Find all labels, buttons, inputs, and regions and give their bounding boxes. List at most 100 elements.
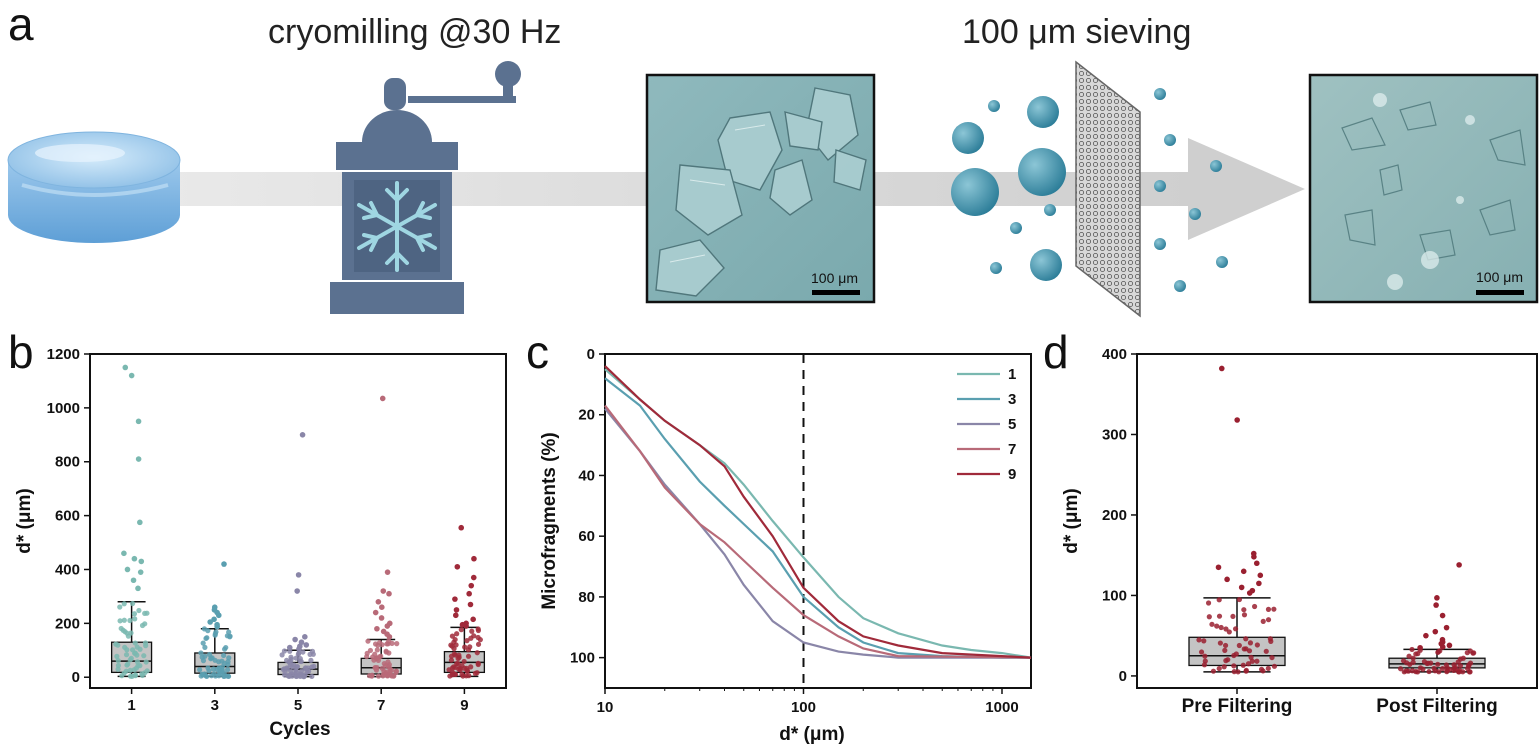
x-tick-label: Post Filtering (1376, 696, 1497, 717)
data-point (369, 672, 375, 678)
data-point (1409, 646, 1415, 653)
legend-label-5: 5 (1008, 416, 1016, 433)
data-point (301, 674, 307, 680)
data-point (144, 668, 150, 674)
data-point (124, 630, 130, 636)
outlier-point (384, 623, 391, 629)
outlier-point (1218, 365, 1225, 372)
data-point (1226, 629, 1232, 635)
data-point (199, 654, 205, 660)
y-axis-label-d: d* (μm) (1061, 488, 1082, 553)
data-point (141, 653, 147, 659)
data-point (1216, 597, 1222, 603)
data-point (1444, 668, 1451, 674)
data-point (1231, 663, 1237, 669)
data-point (461, 665, 468, 671)
y-tick-label: 0 (1119, 668, 1127, 685)
x-tick-label: 100 (791, 699, 816, 716)
data-point (205, 665, 211, 671)
data-point (1243, 668, 1249, 674)
data-point (136, 607, 142, 614)
y-tick-label: 1200 (47, 346, 80, 363)
x-axis-label-b: Cycles (269, 719, 330, 740)
data-point (121, 601, 127, 607)
data-point (1241, 607, 1247, 613)
data-point (293, 655, 299, 661)
data-point (1401, 669, 1407, 675)
data-point (459, 671, 465, 678)
outlier-point (135, 456, 142, 462)
ice-disc-icon (7, 131, 181, 243)
x-tick-label: 9 (460, 697, 468, 714)
data-point (208, 673, 215, 679)
data-point (1241, 612, 1248, 618)
data-point (1432, 668, 1438, 674)
data-point (114, 653, 120, 659)
data-point (475, 661, 481, 668)
outlier-point (303, 642, 310, 648)
x-tick-label: 1 (127, 697, 135, 714)
data-point (386, 638, 392, 644)
data-point (1216, 665, 1222, 672)
panel-letter-b: b (8, 326, 34, 378)
data-point (309, 673, 315, 680)
outlier-point (121, 550, 127, 557)
legend-label-3: 3 (1008, 391, 1016, 408)
grinder-icon (330, 61, 521, 314)
data-point (384, 672, 391, 679)
y-tick-label: 600 (55, 508, 80, 525)
x-tick-label: 7 (377, 697, 385, 714)
outlier-point (374, 625, 380, 632)
data-point (279, 652, 285, 658)
outlier-point (135, 418, 142, 425)
data-point (296, 650, 302, 656)
data-point (132, 616, 138, 622)
outlier-point (292, 636, 298, 643)
outlier-point (1434, 595, 1440, 601)
data-point (309, 648, 316, 654)
data-point (394, 641, 400, 647)
y-tick-label: 400 (1102, 346, 1127, 363)
outlier-point (137, 569, 144, 575)
data-point (123, 652, 130, 658)
data-point (449, 643, 455, 649)
data-point (1236, 642, 1242, 649)
outlier-point (1240, 568, 1247, 575)
y-tick-label: 40 (578, 467, 595, 484)
outlier-point (122, 364, 129, 371)
data-point (306, 668, 312, 674)
data-point (127, 667, 133, 673)
data-point (1451, 662, 1457, 668)
y-tick-label: 200 (1102, 507, 1127, 524)
data-point (1223, 658, 1229, 664)
outlier-point (130, 577, 137, 584)
outlier-point (453, 607, 460, 613)
data-point (385, 659, 391, 665)
data-point (115, 642, 121, 648)
data-point (458, 627, 464, 633)
scale-bar-label-2: 100 μm (1476, 269, 1523, 285)
data-point (475, 626, 481, 632)
data-point (468, 664, 474, 670)
outlier-point (470, 574, 477, 581)
data-point (134, 659, 141, 665)
data-point (1406, 653, 1412, 659)
data-point (287, 659, 293, 665)
data-point (202, 644, 208, 650)
panel-letter-d: d (1043, 326, 1069, 378)
data-point (1245, 661, 1252, 667)
outlier-point (128, 372, 135, 379)
data-point (469, 628, 475, 634)
series-line-9 (604, 365, 1032, 659)
outlier-point (468, 582, 475, 589)
legend-c: 1 3 5 7 9 (957, 366, 1016, 483)
data-point (1271, 606, 1277, 612)
outlier-point (1224, 576, 1230, 583)
outlier-point (296, 646, 302, 652)
outlier-point (1423, 632, 1429, 639)
data-point (474, 670, 480, 676)
axes-b: 0 200 400 600 800 1000 1200 1 3 5 7 9 (47, 346, 469, 714)
data-point (129, 647, 136, 653)
data-point (475, 641, 482, 647)
y-tick-label: 400 (55, 561, 80, 578)
